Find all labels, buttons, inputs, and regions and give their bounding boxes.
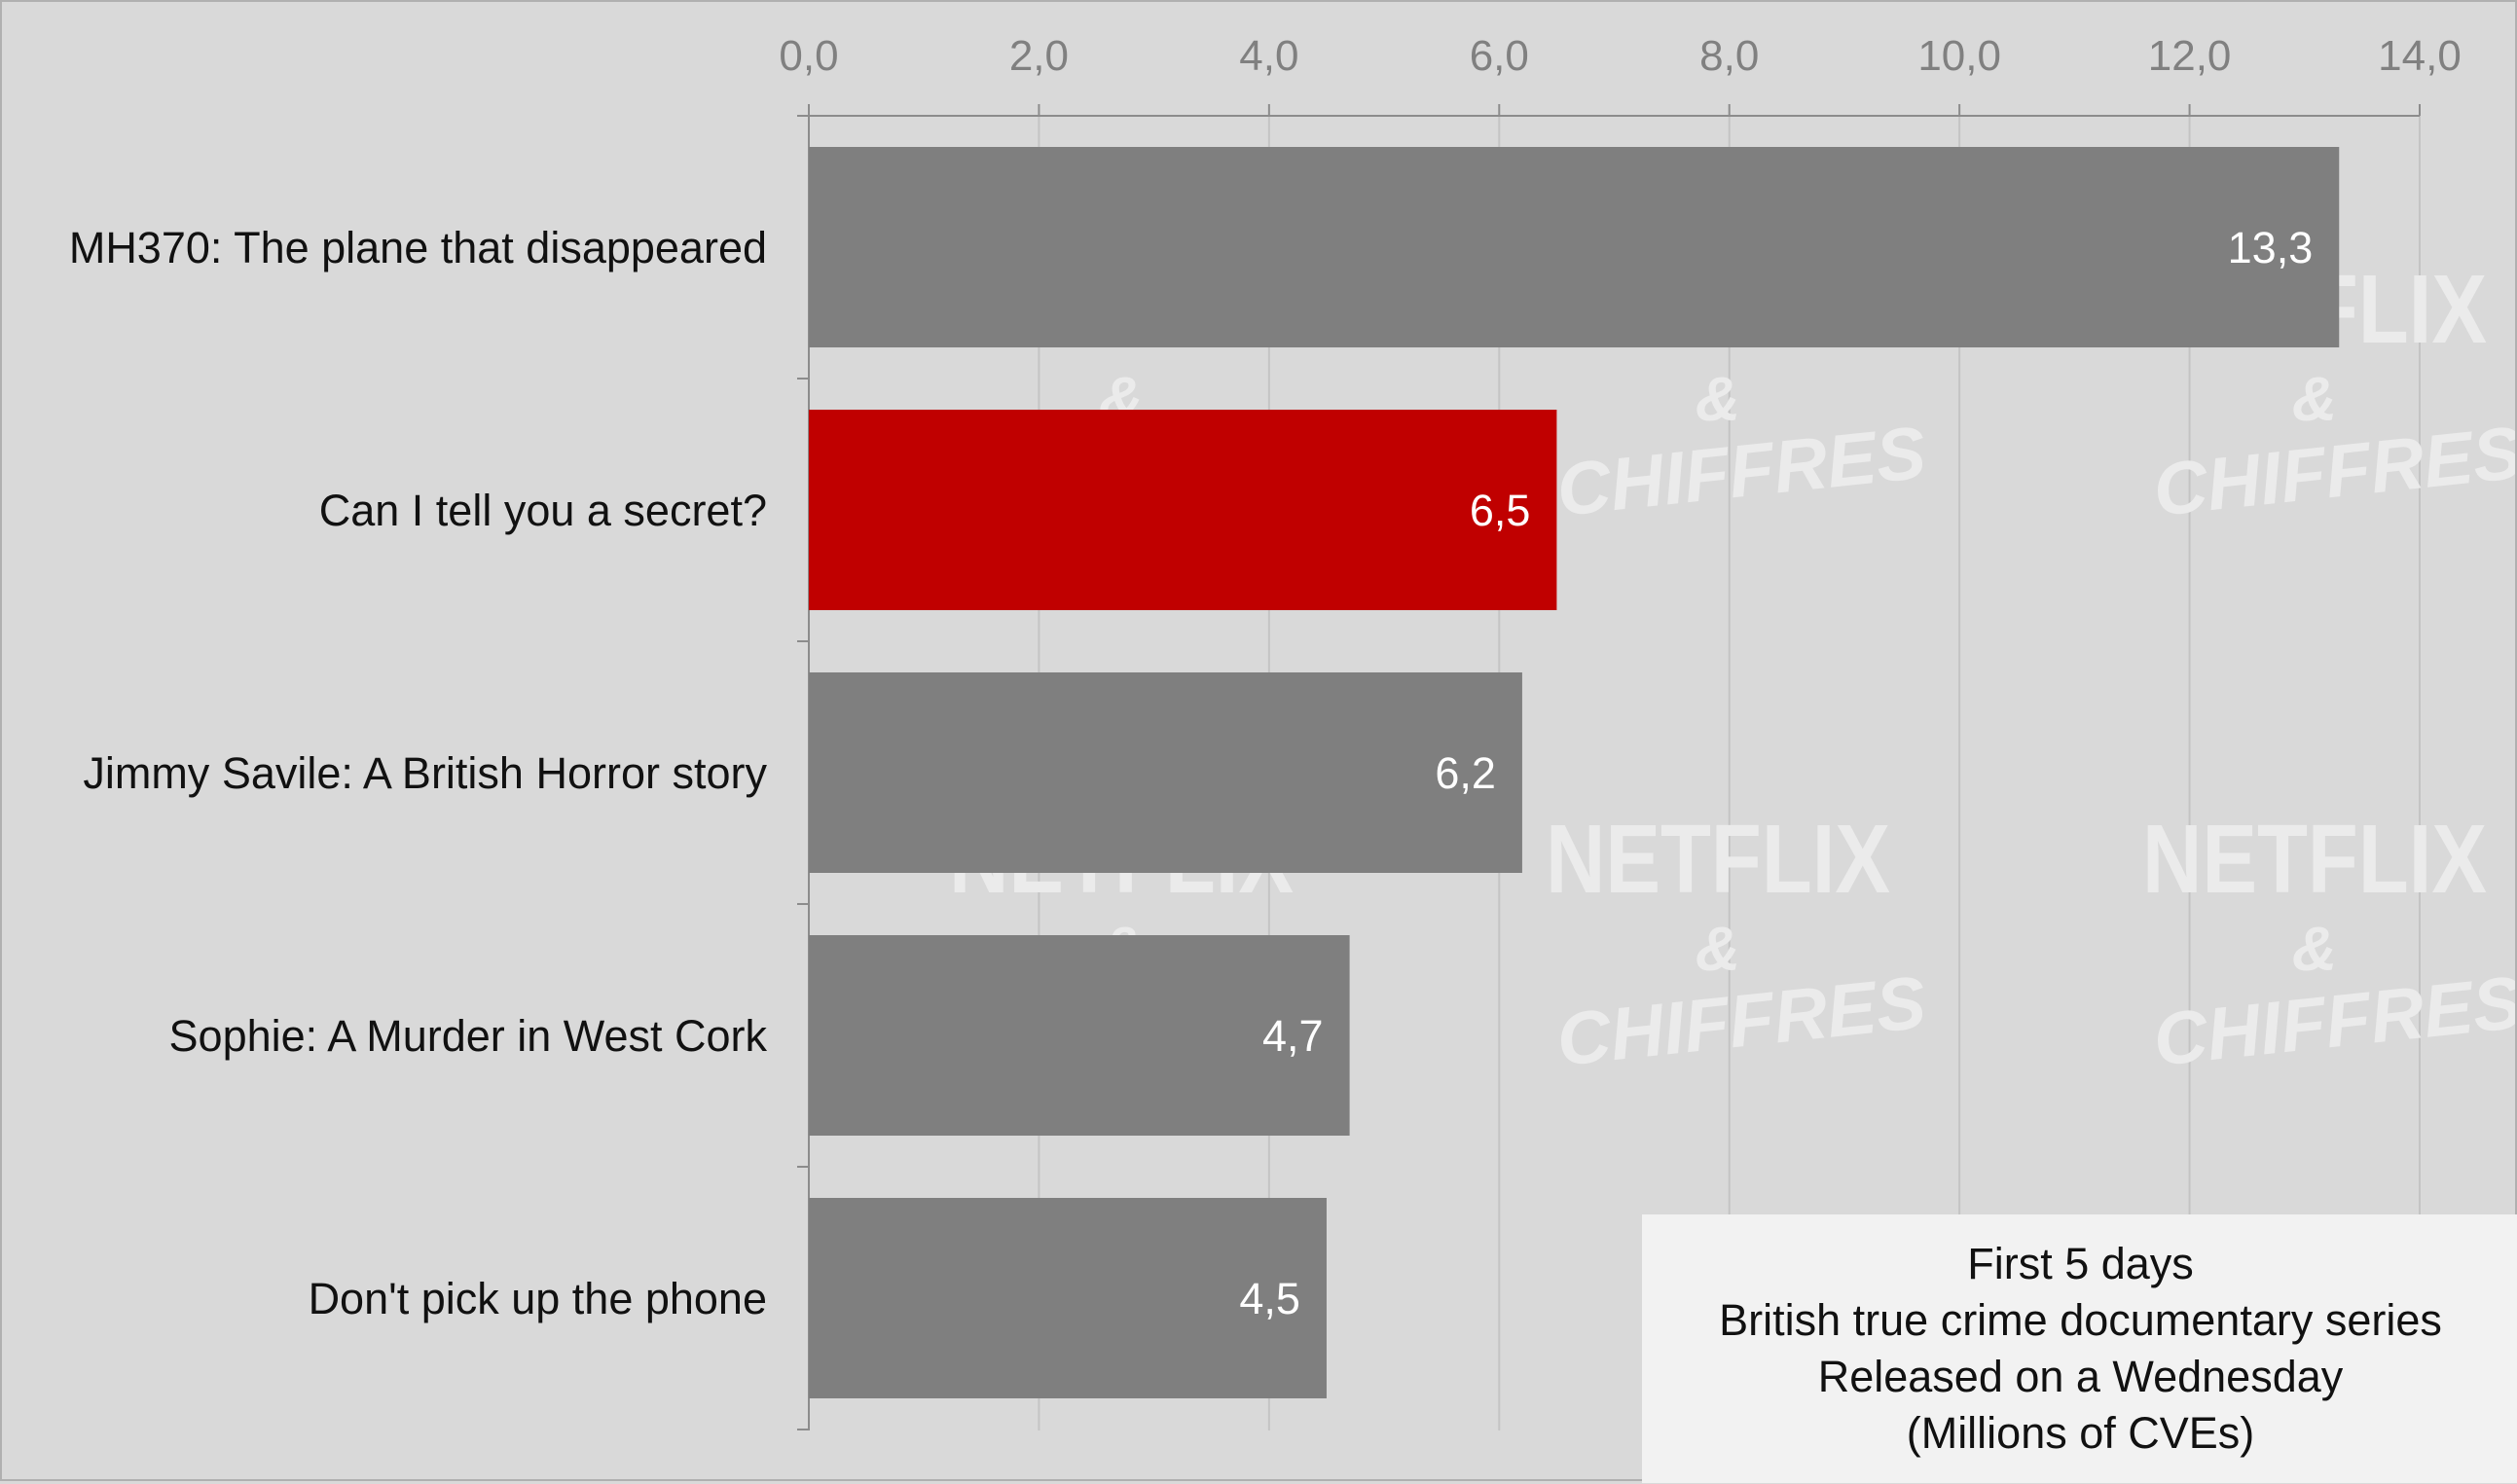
watermark-text: CHIFFRES [1553,961,1930,1082]
data-label: 4,7 [1262,1011,1324,1061]
bar [809,935,1350,1136]
bar-highlighted [809,410,1557,610]
chart-annotation-box: First 5 days British true crime document… [1642,1214,2517,1483]
watermark-text: NETFLIX [2142,804,2487,913]
labels: 0,0 2,0 4,0 6,0 8,0 10,0 12,0 14,0 MH370: The pl… [69,32,2462,1323]
x-tick-label: 2,0 [1009,32,1069,80]
annotation-line-period: First 5 days [1967,1239,2194,1288]
watermark-text: & [2292,364,2337,434]
watermark-logo: NETFLIX&CHIFFRES [1546,804,1929,1081]
bar [809,147,2340,347]
category-label: MH370: The plane that disappeared [69,223,767,272]
data-label: 13,3 [2228,223,2314,272]
category-label: Jimmy Savile: A British Horror story [83,748,767,798]
watermark-text: & [2292,914,2337,984]
bars [809,147,2340,1398]
watermark-text: NETFLIX [1546,804,1890,913]
x-tick-label: 6,0 [1470,32,1529,80]
x-tick-label: 8,0 [1699,32,1759,80]
bar [809,672,1522,873]
data-label: 6,2 [1435,748,1496,798]
annotation-line-release: Released on a Wednesday [1817,1352,2344,1401]
x-tick-label: 12,0 [2148,32,2232,80]
watermark-text: & [1696,364,1740,434]
x-tick-label: 14,0 [2378,32,2462,80]
bar [809,1198,1327,1398]
category-label: Sophie: A Murder in West Cork [169,1011,768,1061]
category-label: Don't pick up the phone [309,1274,767,1323]
annotation-line-genre: British true crime documentary series [1719,1295,2442,1345]
watermark-logo: NETFLIX&CHIFFRES [2142,804,2517,1081]
annotation-line-unit: (Millions of CVEs) [1906,1408,2255,1458]
category-label: Can I tell you a secret? [319,486,767,535]
data-label: 6,5 [1470,486,1531,535]
watermark-text: & [1696,914,1740,984]
x-tick-label: 4,0 [1239,32,1298,80]
x-tick-label: 0,0 [779,32,838,80]
data-label: 4,5 [1239,1274,1300,1323]
watermark-text: CHIFFRES [1553,412,1930,532]
x-tick-label: 10,0 [1917,32,2001,80]
